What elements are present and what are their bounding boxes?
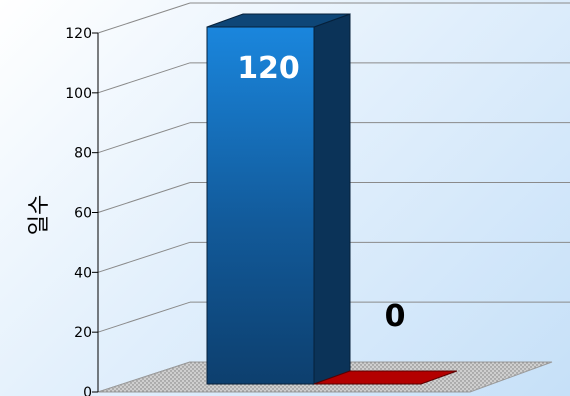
y-axis-label: 일수: [27, 195, 52, 235]
gridline-diagonal: [97, 182, 191, 213]
bar-side: [313, 13, 351, 385]
bar-front: [206, 26, 315, 385]
gridline-diagonal: [97, 122, 191, 154]
y-tick-label: 60: [74, 206, 92, 222]
y-axis-ticks: 0 20 40 60 80 100 120: [65, 26, 99, 396]
gridline-diagonal: [97, 62, 191, 94]
y-tick-label: 40: [74, 265, 92, 281]
gridline-diagonal: [97, 2, 191, 34]
y-tick-label: 80: [74, 146, 92, 162]
bar-2: [313, 370, 458, 385]
data-labels: 120 0: [237, 51, 405, 334]
data-label-2: 0: [385, 299, 406, 334]
bars: [206, 13, 458, 385]
gridline-diagonal: [97, 241, 191, 273]
y-tick-label: 100: [65, 86, 92, 102]
y-tick-label: 20: [74, 325, 92, 341]
bar-top: [206, 13, 351, 28]
y-tick-label: 120: [65, 26, 92, 42]
data-label-1: 120: [237, 51, 300, 86]
bar-1: [206, 13, 351, 385]
gridline-diagonal: [97, 301, 191, 333]
y-tick-label: 0: [83, 385, 92, 396]
bar-top: [313, 370, 458, 385]
